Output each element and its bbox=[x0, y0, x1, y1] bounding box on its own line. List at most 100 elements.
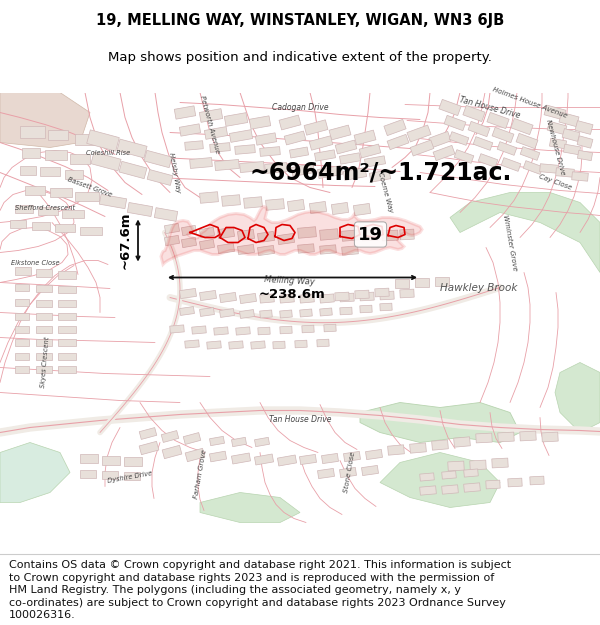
Polygon shape bbox=[550, 138, 566, 149]
Polygon shape bbox=[530, 476, 544, 485]
Polygon shape bbox=[435, 276, 449, 286]
Polygon shape bbox=[256, 133, 277, 145]
Polygon shape bbox=[508, 478, 522, 487]
Polygon shape bbox=[36, 352, 52, 359]
Polygon shape bbox=[174, 106, 196, 119]
Polygon shape bbox=[577, 136, 593, 148]
Polygon shape bbox=[277, 455, 296, 466]
Polygon shape bbox=[419, 486, 436, 495]
Polygon shape bbox=[298, 227, 316, 238]
Polygon shape bbox=[75, 134, 97, 144]
Polygon shape bbox=[185, 448, 205, 462]
Polygon shape bbox=[244, 197, 262, 208]
Polygon shape bbox=[344, 451, 361, 462]
Polygon shape bbox=[382, 230, 398, 241]
Polygon shape bbox=[353, 203, 371, 216]
Polygon shape bbox=[124, 456, 142, 466]
Polygon shape bbox=[555, 362, 600, 432]
Polygon shape bbox=[449, 132, 469, 146]
Polygon shape bbox=[170, 325, 184, 333]
Polygon shape bbox=[257, 246, 274, 256]
Polygon shape bbox=[239, 309, 254, 319]
Text: Holmes House Avenue: Holmes House Avenue bbox=[492, 86, 568, 119]
Polygon shape bbox=[179, 306, 194, 316]
Polygon shape bbox=[470, 460, 486, 470]
Polygon shape bbox=[117, 139, 147, 158]
Polygon shape bbox=[520, 431, 536, 441]
Polygon shape bbox=[280, 310, 292, 318]
Polygon shape bbox=[410, 443, 427, 453]
Polygon shape bbox=[36, 269, 52, 276]
Text: ~6964m²/~1.721ac.: ~6964m²/~1.721ac. bbox=[250, 161, 512, 184]
Polygon shape bbox=[200, 492, 300, 522]
Polygon shape bbox=[340, 293, 354, 302]
Polygon shape bbox=[563, 144, 581, 155]
Polygon shape bbox=[15, 352, 29, 359]
Polygon shape bbox=[478, 154, 498, 168]
Polygon shape bbox=[139, 428, 157, 439]
Text: Helsby Way: Helsby Way bbox=[169, 152, 182, 193]
Polygon shape bbox=[249, 116, 271, 129]
Polygon shape bbox=[464, 483, 481, 492]
Polygon shape bbox=[58, 339, 76, 346]
Polygon shape bbox=[161, 206, 422, 264]
Polygon shape bbox=[190, 158, 212, 169]
Polygon shape bbox=[577, 151, 593, 161]
Polygon shape bbox=[317, 468, 334, 479]
Polygon shape bbox=[36, 312, 52, 319]
Polygon shape bbox=[410, 140, 434, 156]
Polygon shape bbox=[209, 142, 230, 152]
Polygon shape bbox=[15, 339, 29, 346]
Polygon shape bbox=[556, 168, 574, 177]
Polygon shape bbox=[162, 446, 182, 459]
Polygon shape bbox=[340, 308, 352, 315]
Polygon shape bbox=[209, 436, 224, 446]
Polygon shape bbox=[260, 310, 272, 318]
Polygon shape bbox=[320, 245, 337, 254]
Text: Petworth Avenue: Petworth Avenue bbox=[199, 95, 221, 154]
Polygon shape bbox=[431, 440, 448, 450]
Polygon shape bbox=[341, 246, 358, 255]
Text: Cadogan Drive: Cadogan Drive bbox=[272, 103, 328, 112]
Polygon shape bbox=[314, 150, 335, 161]
Text: 19, MELLING WAY, WINSTANLEY, WIGAN, WN3 6JB: 19, MELLING WAY, WINSTANLEY, WIGAN, WN3 … bbox=[96, 13, 504, 28]
Polygon shape bbox=[58, 326, 76, 332]
Polygon shape bbox=[214, 327, 228, 335]
Polygon shape bbox=[292, 164, 314, 176]
Polygon shape bbox=[420, 473, 434, 481]
Polygon shape bbox=[486, 480, 500, 489]
Polygon shape bbox=[25, 186, 45, 194]
Polygon shape bbox=[463, 106, 485, 122]
Polygon shape bbox=[217, 228, 235, 239]
Polygon shape bbox=[192, 326, 206, 334]
Text: Tan House Drive: Tan House Drive bbox=[269, 415, 331, 424]
Text: Skyes Crescent: Skyes Crescent bbox=[40, 337, 50, 388]
Polygon shape bbox=[15, 299, 29, 306]
Polygon shape bbox=[454, 437, 470, 447]
Polygon shape bbox=[239, 293, 256, 304]
Polygon shape bbox=[400, 229, 414, 240]
Polygon shape bbox=[287, 199, 305, 212]
Text: Melling Way: Melling Way bbox=[265, 274, 316, 286]
Polygon shape bbox=[300, 309, 312, 317]
Polygon shape bbox=[335, 140, 357, 154]
Polygon shape bbox=[80, 469, 96, 478]
Polygon shape bbox=[298, 244, 314, 253]
Polygon shape bbox=[58, 299, 76, 306]
Polygon shape bbox=[80, 226, 102, 234]
Polygon shape bbox=[205, 127, 227, 139]
Polygon shape bbox=[331, 202, 349, 214]
Polygon shape bbox=[322, 453, 338, 464]
Polygon shape bbox=[20, 166, 36, 174]
Text: Bassett Grove: Bassett Grove bbox=[67, 177, 113, 198]
Polygon shape bbox=[257, 231, 275, 242]
Polygon shape bbox=[200, 192, 218, 203]
Text: ~67.6m: ~67.6m bbox=[119, 212, 132, 269]
Polygon shape bbox=[91, 152, 121, 171]
Polygon shape bbox=[542, 432, 558, 442]
Polygon shape bbox=[86, 130, 119, 151]
Polygon shape bbox=[179, 124, 200, 136]
Text: Coleshill Rise: Coleshill Rise bbox=[86, 149, 130, 156]
Polygon shape bbox=[360, 402, 520, 442]
Polygon shape bbox=[154, 208, 178, 221]
